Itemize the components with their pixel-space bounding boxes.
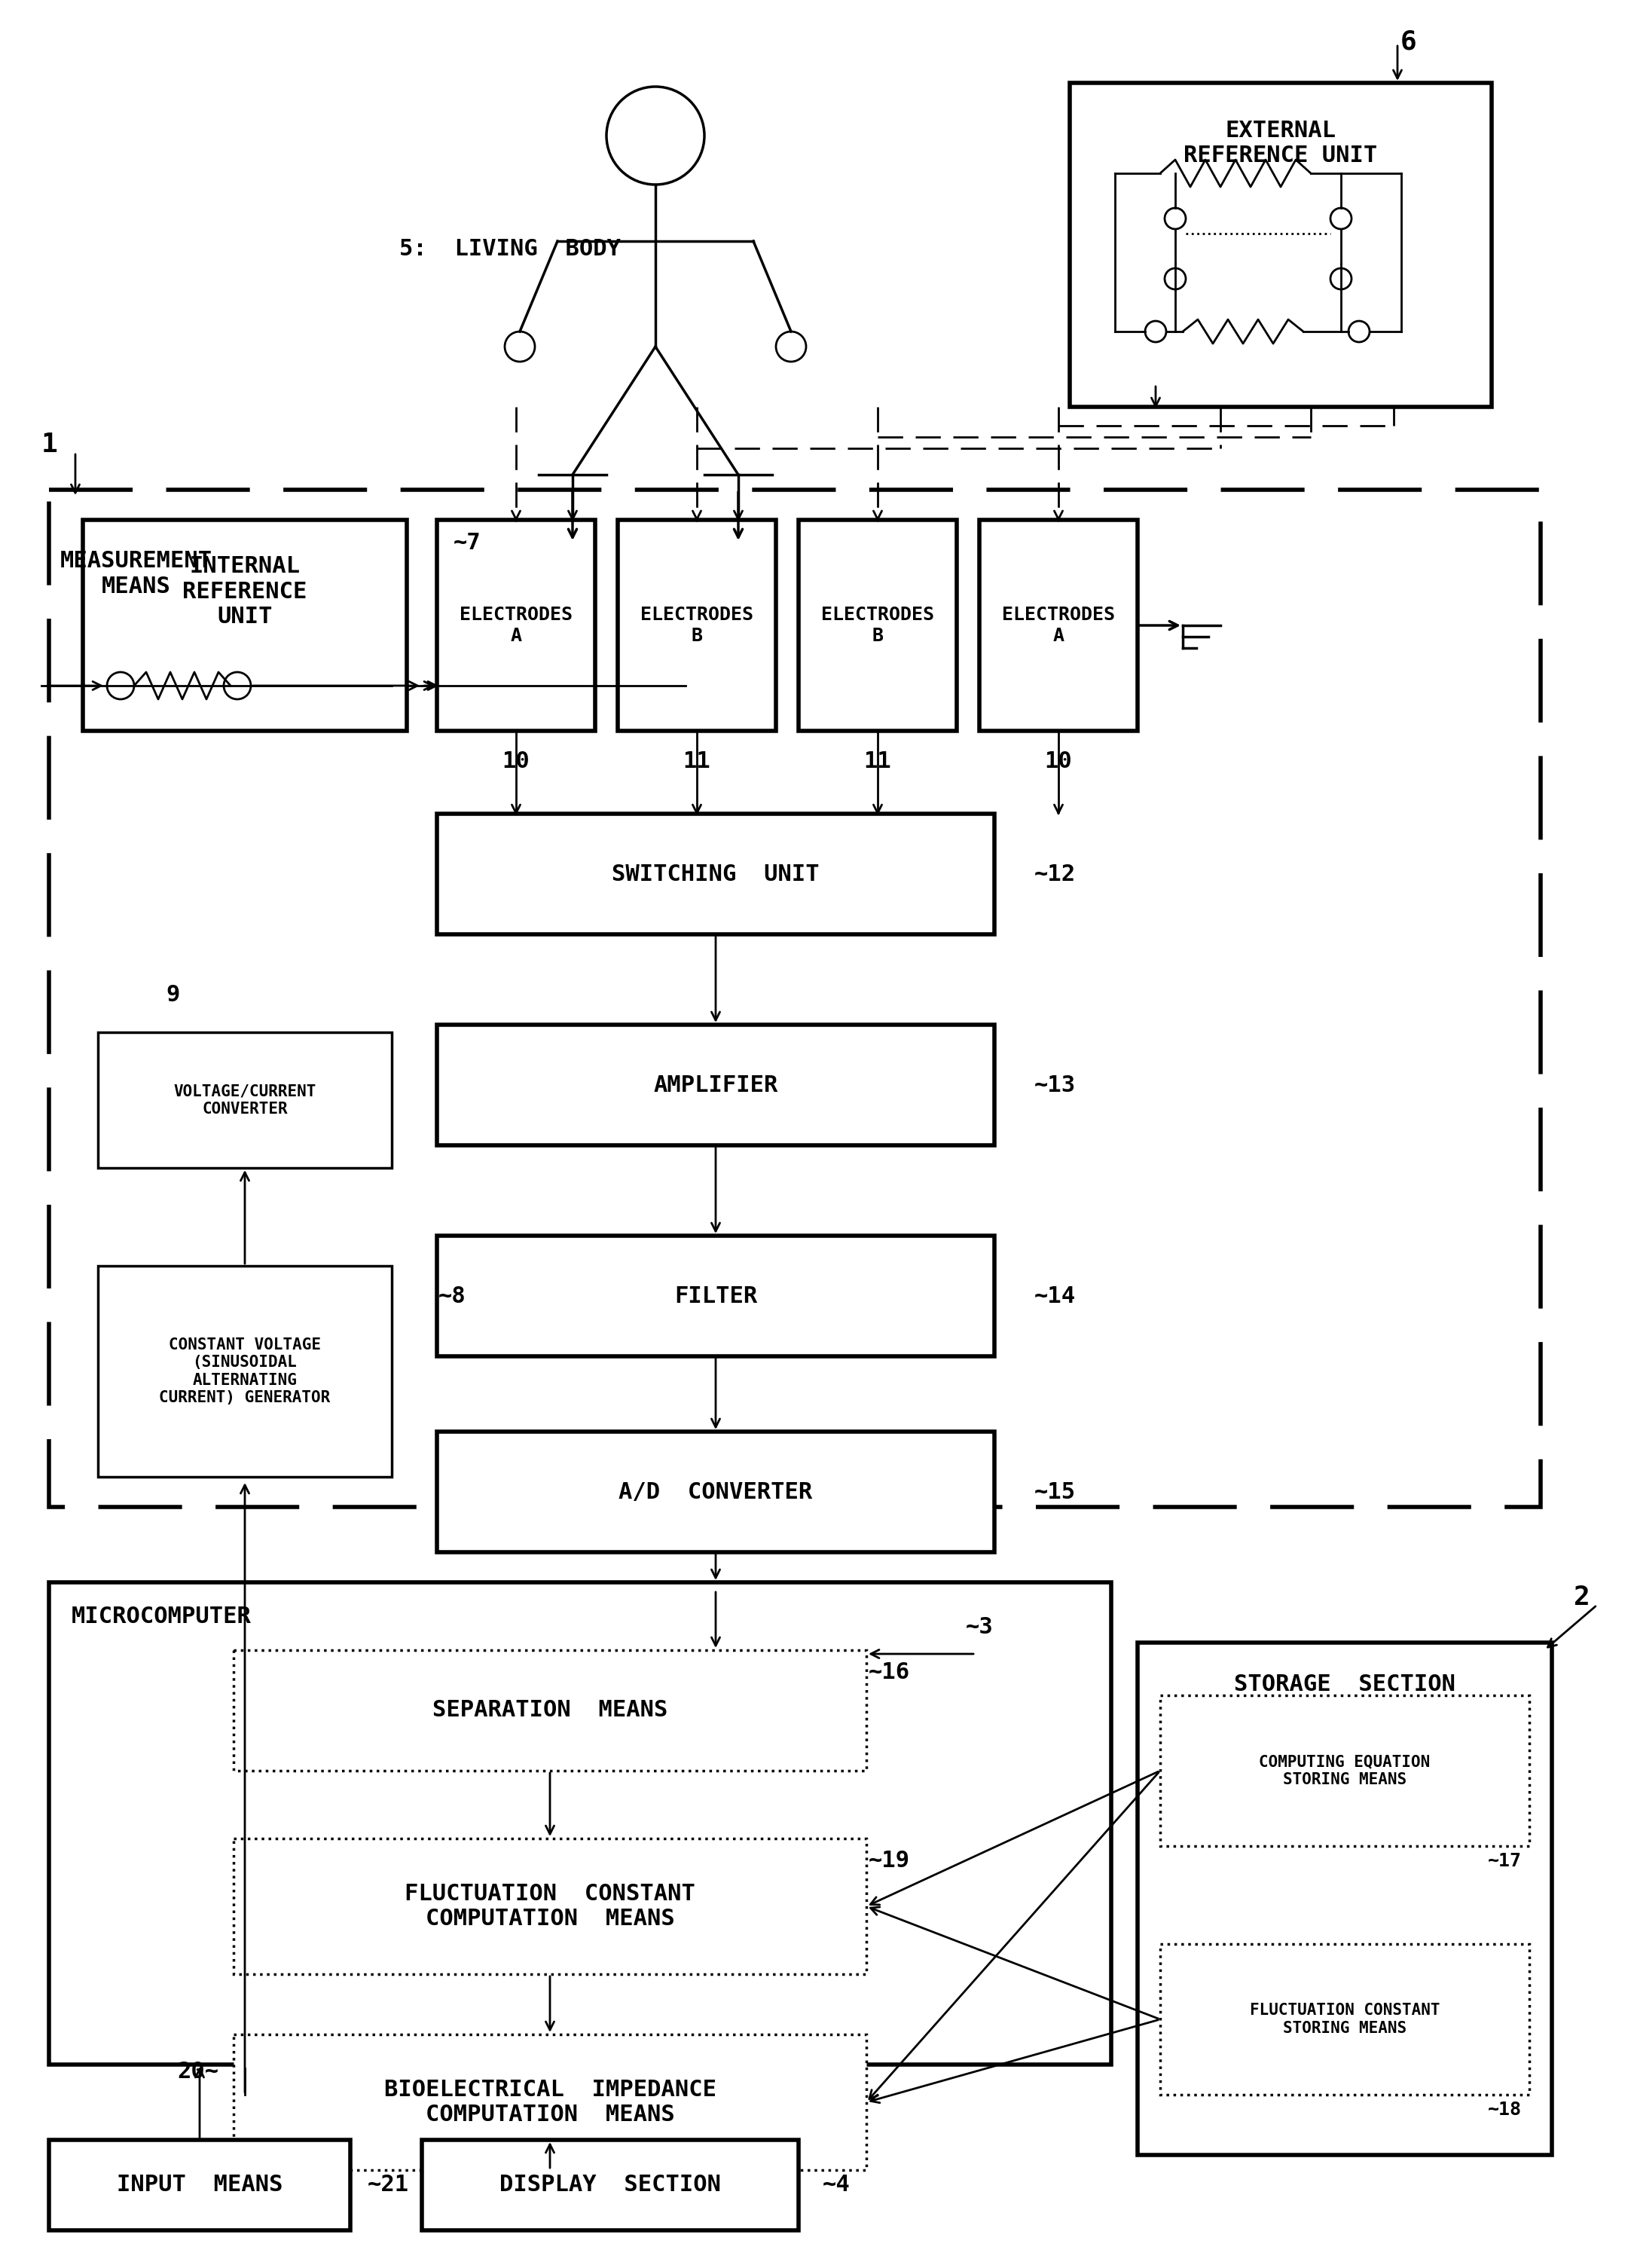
Text: A/D  CONVERTER: A/D CONVERTER — [618, 1481, 812, 1504]
Text: MICROCOMPUTER: MICROCOMPUTER — [72, 1606, 251, 1626]
Bar — [49, 1583, 1111, 2064]
Text: DISPLAY  SECTION: DISPLAY SECTION — [499, 2175, 721, 2195]
Text: FLUCTUATION  CONSTANT
COMPUTATION  MEANS: FLUCTUATION CONSTANT COMPUTATION MEANS — [404, 1882, 695, 1930]
Bar — [233, 2034, 866, 2170]
Text: ELECTRODES
A: ELECTRODES A — [460, 606, 572, 644]
Bar — [1160, 1944, 1530, 2096]
Bar — [437, 1025, 995, 1145]
Text: ~3: ~3 — [966, 1617, 993, 1637]
Bar — [49, 2141, 351, 2229]
Bar — [233, 1839, 866, 1973]
Text: EXTERNAL
REFERENCE UNIT: EXTERNAL REFERENCE UNIT — [1184, 120, 1378, 168]
Text: ~4: ~4 — [822, 2175, 850, 2195]
Text: ~19: ~19 — [868, 1851, 910, 1871]
Text: 5:  LIVING  BODY: 5: LIVING BODY — [400, 238, 621, 259]
Text: ELECTRODES
B: ELECTRODES B — [641, 606, 754, 644]
Bar — [1160, 1696, 1530, 1846]
Text: FILTER: FILTER — [674, 1286, 757, 1306]
Bar — [422, 2141, 799, 2229]
Text: SEPARATION  MEANS: SEPARATION MEANS — [432, 1699, 667, 1721]
Text: INTERNAL
REFERENCE
UNIT: INTERNAL REFERENCE UNIT — [183, 556, 307, 628]
Text: 11: 11 — [864, 751, 892, 771]
Bar — [437, 1431, 995, 1551]
Bar — [98, 1266, 391, 1476]
Bar — [437, 519, 595, 730]
Text: CONSTANT VOLTAGE
(SINUSOIDAL
ALTERNATING
CURRENT) GENERATOR: CONSTANT VOLTAGE (SINUSOIDAL ALTERNATING… — [160, 1338, 331, 1406]
Bar — [799, 519, 957, 730]
Bar — [437, 1236, 995, 1356]
Text: 2: 2 — [1574, 1585, 1590, 1610]
Text: 11: 11 — [683, 751, 711, 771]
Text: SWITCHING  UNIT: SWITCHING UNIT — [612, 864, 819, 885]
Text: ~13: ~13 — [1034, 1075, 1075, 1095]
Bar — [83, 519, 406, 730]
Text: COMPUTING EQUATION
STORING MEANS: COMPUTING EQUATION STORING MEANS — [1259, 1755, 1430, 1787]
Bar — [1070, 84, 1492, 406]
Text: VOLTAGE/CURRENT
CONVERTER: VOLTAGE/CURRENT CONVERTER — [173, 1084, 316, 1116]
Bar — [618, 519, 776, 730]
Bar — [979, 519, 1137, 730]
Text: 6: 6 — [1401, 29, 1417, 54]
Text: ~8: ~8 — [439, 1286, 466, 1306]
Bar — [98, 1032, 391, 1168]
Text: 1: 1 — [41, 431, 57, 458]
Bar — [1137, 1642, 1553, 2155]
Text: ~21: ~21 — [367, 2175, 409, 2195]
Text: ELECTRODES
B: ELECTRODES B — [820, 606, 935, 644]
Text: ~15: ~15 — [1034, 1481, 1075, 1504]
Bar — [437, 814, 995, 934]
Text: ~16: ~16 — [868, 1662, 910, 1683]
Text: ELECTRODES
A: ELECTRODES A — [1001, 606, 1116, 644]
Text: 9: 9 — [166, 984, 179, 1005]
Text: BIOELECTRICAL  IMPEDANCE
COMPUTATION  MEANS: BIOELECTRICAL IMPEDANCE COMPUTATION MEAN… — [383, 2080, 716, 2125]
Bar — [49, 490, 1541, 1506]
Bar — [233, 1651, 866, 1771]
Text: MEASUREMENT
MEANS: MEASUREMENT MEANS — [60, 551, 212, 596]
Text: ~14: ~14 — [1034, 1286, 1075, 1306]
Text: FLUCTUATION CONSTANT
STORING MEANS: FLUCTUATION CONSTANT STORING MEANS — [1249, 2003, 1440, 2037]
Text: ~12: ~12 — [1034, 864, 1075, 885]
Text: ~7: ~7 — [453, 531, 481, 553]
Text: 10: 10 — [502, 751, 530, 771]
Text: STORAGE  SECTION: STORAGE SECTION — [1235, 1674, 1455, 1694]
Text: ~18: ~18 — [1487, 2100, 1522, 2118]
Text: 20~: 20~ — [176, 2062, 219, 2082]
Text: AMPLIFIER: AMPLIFIER — [654, 1075, 778, 1095]
Text: INPUT  MEANS: INPUT MEANS — [116, 2175, 282, 2195]
Text: 10: 10 — [1044, 751, 1072, 771]
Text: ~17: ~17 — [1487, 1853, 1522, 1871]
